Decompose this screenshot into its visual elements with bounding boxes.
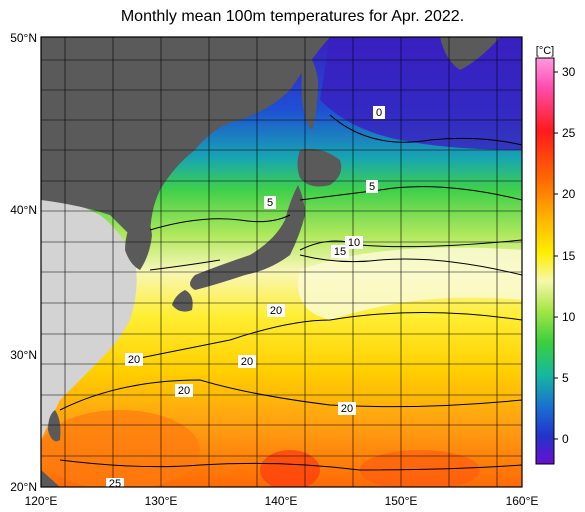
land-hokkaido <box>297 148 342 187</box>
contour-label-20c: 20 <box>238 355 256 368</box>
map-frame <box>40 36 523 488</box>
colorbar-ticks <box>554 71 558 440</box>
map-title: Monthly mean 100m temperatures for Apr. … <box>120 8 465 25</box>
map-area: 0 5 5 10 15 20 20 20 20 20 25 <box>41 37 522 490</box>
colorbar-tick-10: 10 <box>562 310 576 324</box>
lon-label-140: 140°E <box>265 494 298 508</box>
contour-label-5b: 5 <box>264 196 276 209</box>
contour-line <box>329 114 522 146</box>
contour-label-0: 0 <box>373 106 385 119</box>
svg-text:20: 20 <box>241 356 253 368</box>
warm-patch <box>41 410 200 487</box>
cold-pocket <box>320 37 522 150</box>
colorbar-tick-15: 15 <box>562 249 576 263</box>
svg-text:5: 5 <box>267 197 273 209</box>
colorbar-tick-25: 25 <box>562 126 576 140</box>
contour-line <box>299 186 522 201</box>
svg-text:5: 5 <box>369 181 375 193</box>
lat-label-50: 50°N <box>10 31 37 45</box>
contour-line <box>299 254 522 276</box>
lat-label-20: 20°N <box>10 480 37 494</box>
contour-label-15: 15 <box>331 245 349 258</box>
lat-label-40: 40°N <box>10 203 37 217</box>
land-kamchatka <box>440 37 500 70</box>
contour-label-20a: 20 <box>267 304 285 317</box>
svg-text:20: 20 <box>128 354 140 366</box>
contour-label-20d: 20 <box>175 384 193 397</box>
svg-text:20: 20 <box>270 305 282 317</box>
svg-text:10: 10 <box>348 237 360 249</box>
contour-label-20e: 20 <box>338 402 356 415</box>
land-honshu <box>190 185 305 290</box>
contour-line <box>149 259 221 271</box>
lat-label-30: 30°N <box>10 348 37 362</box>
land-philippines <box>41 470 60 487</box>
contour-label-5: 5 <box>366 180 378 193</box>
colorbar: [°C] 30 25 20 15 10 5 0 <box>535 45 576 465</box>
land-korea <box>125 208 152 270</box>
contour-labels: 0 5 5 10 15 20 20 20 20 20 25 <box>106 106 385 490</box>
contour-label-25: 25 <box>106 478 124 490</box>
svg-text:25: 25 <box>109 478 121 490</box>
contour-line <box>129 312 522 361</box>
land-taiwan <box>48 410 61 442</box>
contour-label-10: 10 <box>345 236 363 249</box>
svg-text:20: 20 <box>178 385 190 397</box>
svg-text:15: 15 <box>334 246 346 258</box>
colorbar-tick-0: 0 <box>562 432 569 446</box>
colorbar-tick-20: 20 <box>562 187 576 201</box>
colorbar-scale <box>535 57 555 465</box>
colorbar-unit: [°C] <box>536 45 554 57</box>
warm-patch <box>360 450 480 487</box>
colorbar-tick-5: 5 <box>562 371 569 385</box>
grid-lines <box>41 37 522 487</box>
contour-label-20b: 20 <box>125 353 143 366</box>
colorbar-tick-30: 30 <box>562 65 576 79</box>
svg-text:0: 0 <box>376 107 382 119</box>
lon-label-160: 160°E <box>506 494 539 508</box>
lon-label-120: 120°E <box>25 494 58 508</box>
kuroshio-band <box>298 247 522 320</box>
lon-label-150: 150°E <box>385 494 418 508</box>
lon-label-130: 130°E <box>145 494 178 508</box>
svg-text:20: 20 <box>341 403 353 415</box>
land-kyushu <box>172 290 193 312</box>
contour-line <box>149 214 291 231</box>
contour-line <box>59 459 522 471</box>
